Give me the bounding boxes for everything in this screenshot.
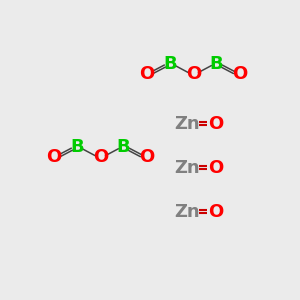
Text: Zn: Zn [175, 202, 200, 220]
Text: Zn: Zn [175, 115, 200, 133]
Text: B: B [70, 138, 84, 156]
Text: B: B [210, 55, 223, 73]
Text: O: O [208, 202, 223, 220]
Text: O: O [46, 148, 62, 166]
Text: B: B [117, 138, 130, 156]
Text: O: O [139, 65, 154, 83]
Text: B: B [163, 55, 177, 73]
Text: O: O [186, 65, 201, 83]
Text: O: O [232, 65, 248, 83]
Text: O: O [93, 148, 108, 166]
Text: Zn: Zn [175, 159, 200, 177]
Text: O: O [208, 159, 223, 177]
Text: O: O [139, 148, 154, 166]
Text: O: O [208, 115, 223, 133]
